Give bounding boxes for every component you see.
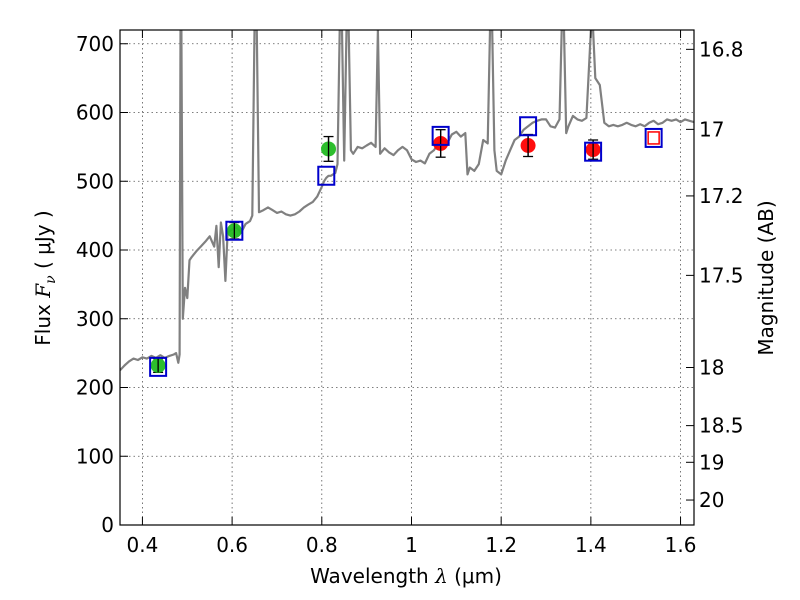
model-square bbox=[317, 165, 336, 186]
y2-tick-label: 20 bbox=[699, 488, 724, 512]
y-tick-label: 300 bbox=[76, 307, 114, 331]
model-square bbox=[149, 356, 168, 377]
model-square bbox=[584, 141, 603, 162]
y2-tick-label: 17.5 bbox=[699, 263, 744, 287]
grid-lines bbox=[120, 30, 694, 526]
model-square bbox=[644, 127, 663, 148]
y-tick-label: 400 bbox=[76, 238, 114, 262]
y-tick-label: 0 bbox=[101, 513, 114, 537]
model-square bbox=[431, 125, 450, 146]
y2-tick-label: 18.5 bbox=[699, 414, 744, 438]
y2-tick-label: 18 bbox=[699, 355, 724, 379]
x-tick-label: 0.4 bbox=[127, 533, 159, 557]
y2-tick-label: 17.2 bbox=[699, 184, 744, 208]
y-tick-label: 700 bbox=[76, 32, 114, 56]
x-tick-label: 1.4 bbox=[575, 533, 607, 557]
y-tick-label: 200 bbox=[76, 376, 114, 400]
y2-axis-title: Magnitude (AB) bbox=[754, 200, 778, 355]
y-tick-label: 500 bbox=[76, 169, 114, 193]
model-square-red bbox=[647, 131, 660, 145]
axis-ticks: 0.4 0.6 0.8 1 1.2 1.4 1.6 0 100 200 300 400 500 600 70… bbox=[76, 30, 744, 557]
x-tick-label: 1.6 bbox=[665, 533, 697, 557]
spectrum-layer bbox=[120, 30, 694, 372]
spectrum-line bbox=[120, 30, 694, 372]
y-axis-title: Flux Fν ( μJy ) bbox=[31, 210, 59, 345]
plot-frame bbox=[119, 29, 695, 526]
x-tick-label: 0.8 bbox=[306, 533, 338, 557]
y-tick-label: 100 bbox=[76, 444, 114, 468]
x-tick-label: 1.2 bbox=[485, 533, 517, 557]
y-tick-label: 600 bbox=[76, 101, 114, 125]
x-tick-label: 1 bbox=[405, 533, 418, 557]
data-points-layer bbox=[149, 116, 663, 377]
y2-tick-label: 16.8 bbox=[699, 37, 744, 61]
x-axis-title: Wavelength λ (μm) bbox=[310, 564, 502, 588]
y2-tick-label: 17 bbox=[699, 117, 724, 141]
model-square bbox=[225, 220, 244, 241]
x-tick-label: 0.6 bbox=[216, 533, 248, 557]
y2-tick-label: 19 bbox=[699, 450, 724, 474]
model-square bbox=[519, 116, 538, 137]
